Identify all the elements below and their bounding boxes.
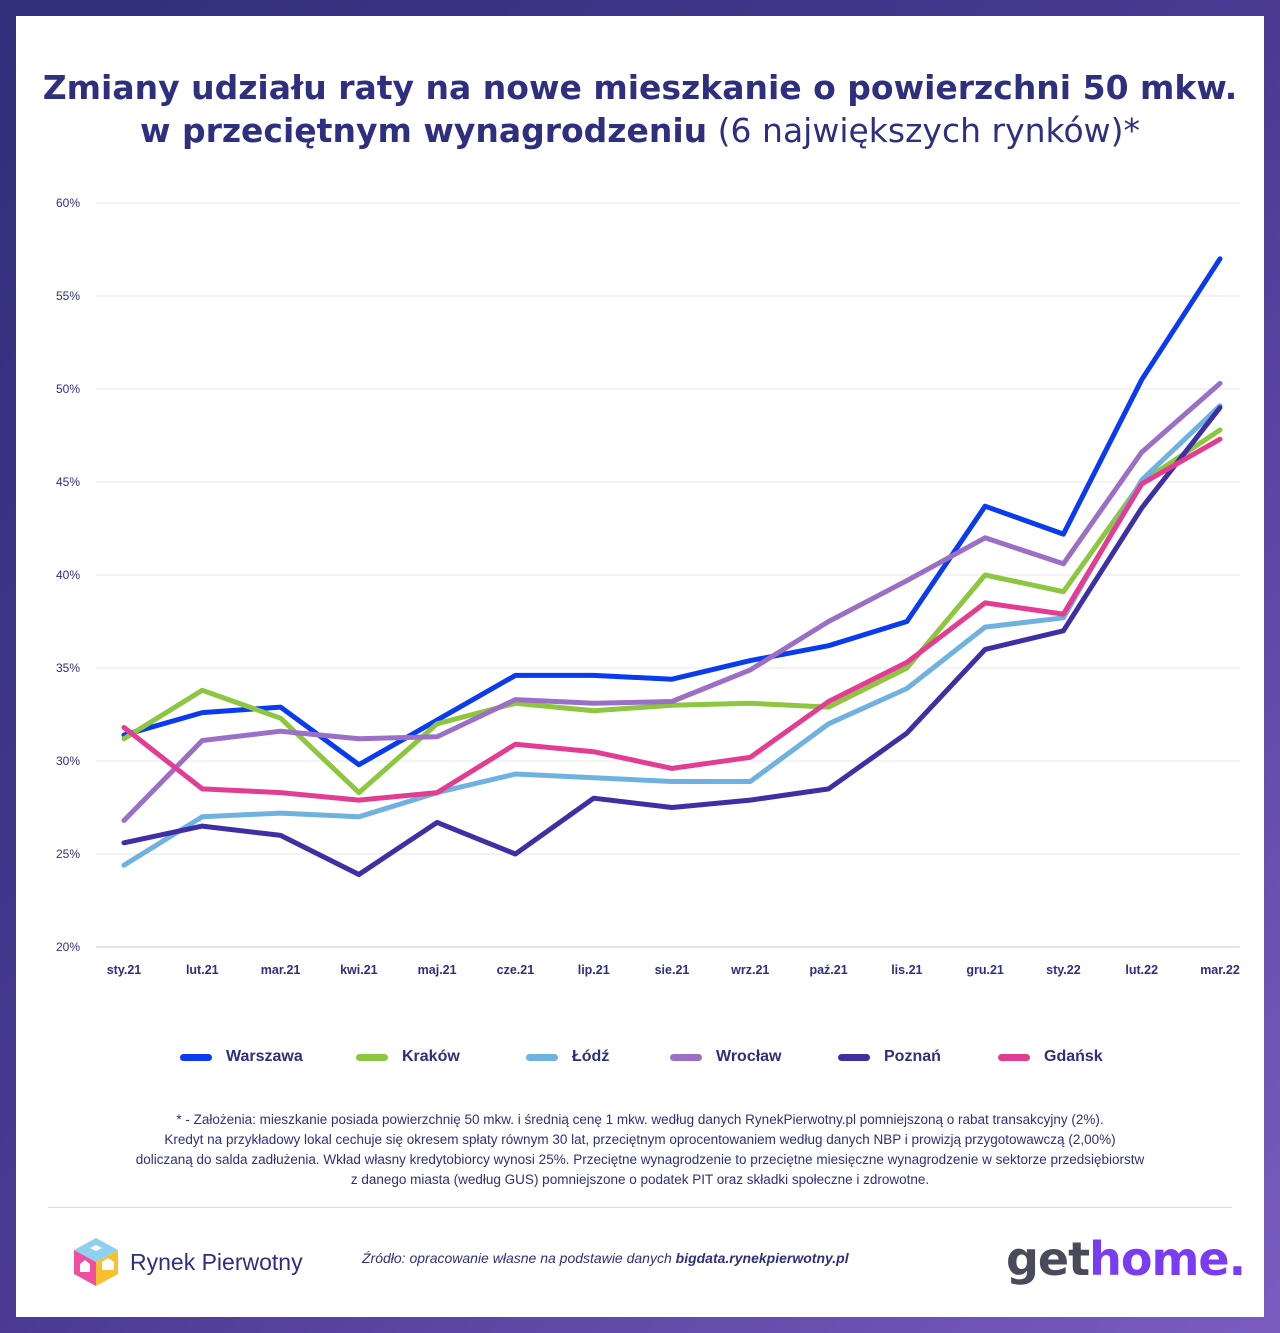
legend-item: Kraków — [356, 1042, 460, 1072]
footnote-line-3: doliczaną do salda zadłużenia. Wkład wła… — [135, 1152, 1145, 1167]
title-line-2-suffix: (6 największych rynków)* — [707, 111, 1141, 150]
chart-title: Zmiany udziału raty na nowe mieszkanie o… — [0, 66, 1280, 152]
x-tick-label: lut.21 — [186, 963, 219, 977]
rynek-pierwotny-logo: Rynek Pierwotny — [70, 1236, 303, 1288]
x-tick-label: lis.21 — [891, 963, 922, 977]
legend-label: Poznań — [884, 1048, 941, 1065]
x-tick-label: mar.22 — [1200, 963, 1240, 977]
legend-swatch — [356, 1053, 388, 1061]
legend-swatch — [180, 1053, 212, 1061]
series-line-kraków — [121, 427, 1223, 796]
series-line-wrocław — [121, 380, 1223, 823]
x-tick-label: mar.21 — [261, 963, 301, 977]
y-tick-label: 60% — [56, 196, 80, 210]
series-line-warszawa — [121, 256, 1223, 768]
rynek-pierwotny-label: Rynek Pierwotny — [130, 1248, 303, 1275]
footnote-line-1: * - Założenia: mieszkanie posiada powier… — [176, 1112, 1104, 1127]
legend-item: Gdańsk — [998, 1042, 1103, 1072]
legend-item: Warszawa — [180, 1042, 303, 1072]
footnote: * - Założenia: mieszkanie posiada powier… — [60, 1110, 1220, 1190]
legend-label: Kraków — [402, 1048, 460, 1065]
x-tick-label: sty.21 — [107, 963, 142, 977]
x-tick-label: cze.21 — [497, 963, 535, 977]
legend-item: Wrocław — [670, 1042, 782, 1072]
legend-swatch — [998, 1053, 1030, 1061]
cube-house-icon — [74, 1238, 118, 1286]
y-tick-label: 35% — [56, 661, 80, 675]
gethome-logo-get: get — [1006, 1232, 1090, 1286]
x-tick-label: lut.22 — [1125, 963, 1158, 977]
x-tick-label: maj.21 — [418, 963, 457, 977]
y-tick-label: 55% — [56, 289, 80, 303]
x-tick-label: sie.21 — [655, 963, 690, 977]
source-note: Źródło: opracowanie własne na podstawie … — [362, 1250, 849, 1266]
source-prefix: Źródło: opracowanie własne na podstawie … — [362, 1250, 676, 1266]
legend: Warszawa Kraków Łódź Wrocław Poznań Gdańsk — [0, 1042, 1280, 1072]
y-tick-label: 50% — [56, 382, 80, 396]
footnote-line-4: z danego miasta (według GUS) pomniejszon… — [350, 1172, 930, 1187]
legend-label: Gdańsk — [1044, 1048, 1103, 1065]
footer-divider — [48, 1207, 1232, 1208]
gethome-logo: gethome. — [1006, 1232, 1246, 1286]
legend-swatch — [670, 1053, 702, 1061]
legend-swatch — [838, 1053, 870, 1061]
x-tick-label: wrz.21 — [730, 963, 769, 977]
legend-label: Łódź — [572, 1048, 610, 1065]
legend-item: Łódź — [526, 1042, 609, 1072]
source-link[interactable]: bigdata.rynekpierwotny.pl — [675, 1250, 849, 1266]
y-tick-label: 30% — [56, 754, 80, 768]
footnote-line-2: Kredyt na przykładowy lokal cechuje się … — [164, 1132, 1116, 1147]
y-tick-label: 45% — [56, 475, 80, 489]
x-tick-label: lip.21 — [578, 963, 610, 977]
legend-swatch — [526, 1053, 558, 1061]
legend-label: Warszawa — [226, 1048, 303, 1065]
series-line-gdańsk — [121, 436, 1223, 803]
gethome-logo-home: home. — [1089, 1232, 1246, 1286]
y-tick-label: 25% — [56, 847, 80, 861]
x-tick-label: sty.22 — [1046, 963, 1081, 977]
legend-item: Poznań — [838, 1042, 941, 1072]
y-tick-label: 20% — [56, 940, 80, 954]
chart-card — [16, 16, 1264, 1317]
legend-label: Wrocław — [716, 1048, 782, 1065]
x-tick-label: gru.21 — [966, 963, 1004, 977]
title-line-2: w przeciętnym wynagrodzeniu — [139, 111, 708, 150]
series-line-poznań — [121, 405, 1223, 877]
x-tick-label: kwi.21 — [340, 963, 378, 977]
x-tick-label: paź.21 — [809, 963, 847, 977]
title-line-1: Zmiany udziału raty na nowe mieszkanie o… — [42, 68, 1238, 107]
series-line-łódź — [121, 403, 1223, 868]
line-chart: 20% 25% 30% 35% 40% 45% 50% 55% 60% sty.21 lut.21 m… — [56, 196, 1240, 977]
y-tick-label: 40% — [56, 568, 80, 582]
